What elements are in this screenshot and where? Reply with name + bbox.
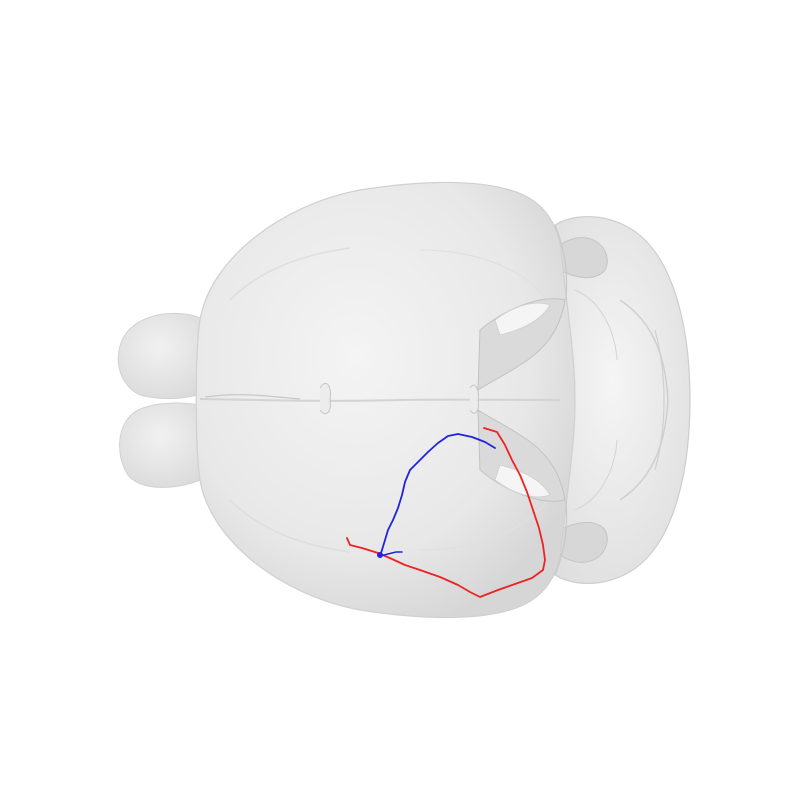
trace-blue-branch [379, 551, 403, 557]
neuron-traces [346, 427, 546, 598]
trace-red [346, 427, 546, 598]
cerebral-cortex [195, 181, 576, 619]
cerebellum [534, 215, 691, 585]
olfactory-bulb-right [119, 402, 211, 488]
olfactory-bulb-left [117, 312, 211, 400]
olfactory-bulbs [117, 312, 211, 488]
trace-blue [379, 433, 496, 557]
soma-marker [377, 552, 383, 558]
midline-fissure [199, 398, 561, 402]
midbrain-region [477, 224, 568, 576]
